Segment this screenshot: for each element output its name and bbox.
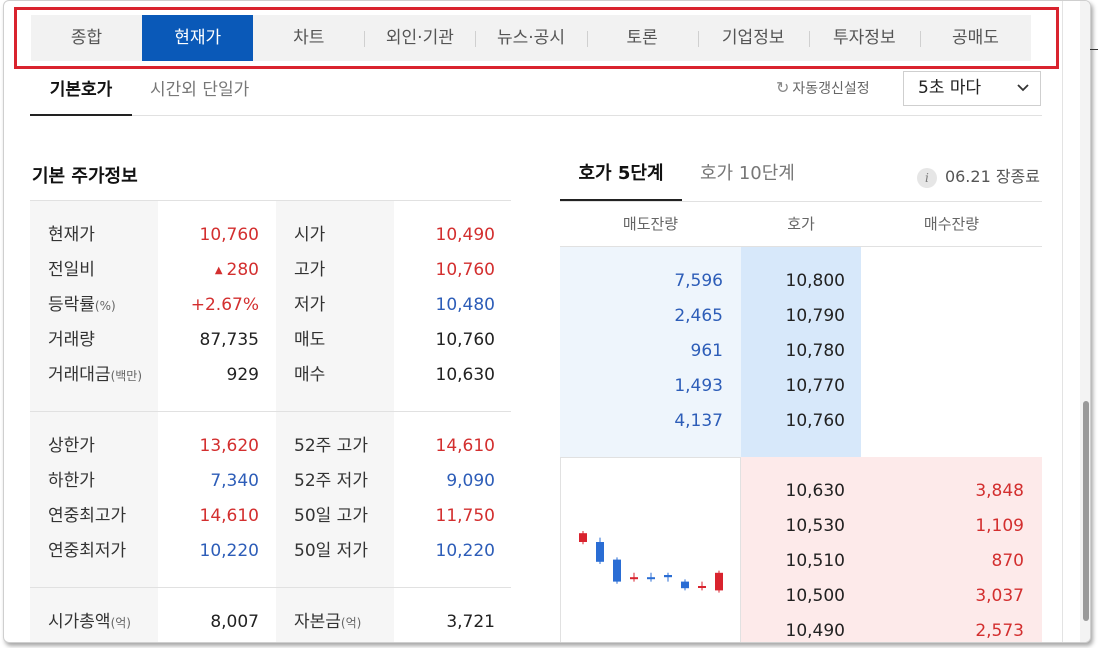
tab-company-info[interactable]: 기업정보 xyxy=(697,15,809,61)
ask-qty: 7,596 xyxy=(674,271,723,291)
tab-orderbook-10[interactable]: 호가 10단계 xyxy=(700,163,795,184)
candle-body xyxy=(579,533,587,542)
auto-refresh-label: 자동갱신설정 xyxy=(792,81,870,97)
bid-price[interactable]: 10,490 xyxy=(785,621,845,641)
bid-qty-column xyxy=(861,457,1042,642)
candle-body xyxy=(698,586,706,588)
bid-qty: 1,109 xyxy=(975,516,1024,536)
divider xyxy=(30,200,511,201)
header-price: 호가 xyxy=(787,215,815,233)
ask-qty: 1,493 xyxy=(674,376,723,396)
tab-discussion[interactable]: 토론 xyxy=(586,15,698,61)
tab-short-selling[interactable]: 공매도 xyxy=(919,15,1031,61)
top-nav: 종합 현재가 차트 외인·기관 뉴스·공시 토론 기업정보 투자정보 공매도 xyxy=(31,15,1031,61)
header-buy-qty: 매수잔량 xyxy=(923,215,980,233)
table-row: 거래량 87,735 매도 10,760 xyxy=(48,330,495,350)
ask-qty-column xyxy=(560,247,741,457)
section-title: 기본 주가정보 xyxy=(32,166,138,187)
bid-price-column xyxy=(741,457,861,642)
orderbook-header: 매도잔량 호가 매수잔량 xyxy=(560,201,1042,247)
scrollbar[interactable] xyxy=(1080,1,1090,642)
ask-qty: 961 xyxy=(690,341,723,361)
bid-price[interactable]: 10,530 xyxy=(785,516,845,536)
bid-qty: 870 xyxy=(991,551,1024,571)
orderbook-tabs: 호가 5단계 호가 10단계 i 06.21 장종료 xyxy=(560,151,1042,201)
tab-investment-info[interactable]: 투자정보 xyxy=(808,15,920,61)
scrollbar-thumb[interactable] xyxy=(1083,401,1089,621)
header-sell-qty: 매도잔량 xyxy=(622,215,679,233)
tab-basic-quote[interactable]: 기본호가 xyxy=(30,71,132,116)
bid-price[interactable]: 10,630 xyxy=(785,481,845,501)
ask-qty: 4,137 xyxy=(674,411,723,431)
refresh-icon: ↻ xyxy=(776,78,790,97)
nav-highlight-box: 종합 현재가 차트 외인·기관 뉴스·공시 토론 기업정보 투자정보 공매도 xyxy=(14,7,1059,69)
candle-body xyxy=(596,542,604,562)
refresh-interval-select[interactable]: 5초 마다 xyxy=(903,71,1041,106)
divider xyxy=(1090,49,1098,50)
tab-orderbook-5[interactable]: 호가 5단계 xyxy=(560,151,682,201)
ask-price[interactable]: 10,780 xyxy=(785,341,845,361)
candle-body xyxy=(630,577,638,580)
table-row: 연중최저가 10,220 50일 저가 10,220 xyxy=(48,541,495,561)
tab-foreign-institution[interactable]: 외인·기관 xyxy=(364,15,475,61)
up-arrow-icon: ▲ xyxy=(214,265,223,276)
mini-chart-svg xyxy=(579,531,723,593)
info-icon[interactable]: i xyxy=(916,168,937,188)
table-row: 등락률(%) +2.67% 저가 10,480 xyxy=(48,295,495,315)
mini-candle-chart xyxy=(560,457,741,642)
candle-body xyxy=(715,572,723,591)
divider xyxy=(1062,1,1063,642)
candle-body xyxy=(664,575,672,578)
chevron-down-icon xyxy=(1016,72,1030,118)
bid-qty: 2,573 xyxy=(975,621,1024,641)
table-row: 연중최고가 14,610 50일 고가 11,750 xyxy=(48,506,495,526)
table-row: 시가총액(억) 8,007 자본금(억) 3,721 xyxy=(48,612,495,632)
tab-current-price[interactable]: 현재가 xyxy=(142,15,254,61)
divider xyxy=(30,411,511,412)
tab-overview[interactable]: 종합 xyxy=(70,28,103,48)
sub-tabs: 기본호가 시간외 단일가 ↻ 자동갱신설정 5초 마다 xyxy=(30,71,1042,116)
table-row: 현재가 10,760 시가 10,490 xyxy=(48,225,495,245)
table-row: 전일비 ▲ 280 고가 10,760 xyxy=(48,260,495,280)
auto-refresh-setting[interactable]: ↻ 자동갱신설정 xyxy=(776,78,870,98)
bid-price[interactable]: 10,510 xyxy=(785,551,845,571)
candle-body xyxy=(613,559,621,582)
ask-price[interactable]: 10,800 xyxy=(785,271,845,291)
tab-chart[interactable]: 차트 xyxy=(293,28,325,48)
divider xyxy=(30,587,511,588)
ask-price[interactable]: 10,770 xyxy=(785,376,845,396)
tab-news-disclosure[interactable]: 뉴스·공시 xyxy=(475,15,586,61)
table-row: 상한가 13,620 52주 고가 14,610 xyxy=(48,436,495,456)
bid-qty: 3,848 xyxy=(975,481,1024,501)
tab-after-hours[interactable]: 시간외 단일가 xyxy=(150,80,250,100)
candle-body xyxy=(647,577,655,580)
ask-price[interactable]: 10,790 xyxy=(785,306,845,326)
window-frame: 종합 현재가 차트 외인·기관 뉴스·공시 토론 기업정보 투자정보 공매도 기… xyxy=(3,0,1091,643)
stock-info-table: 현재가 10,760 시가 10,490 전일비 ▲ 280 고가 10,760 … xyxy=(30,201,511,642)
bid-qty: 3,037 xyxy=(975,586,1024,606)
table-row: 거래대금(백만) 929 매수 10,630 xyxy=(48,365,495,385)
ask-price-column xyxy=(741,247,861,457)
candle-body xyxy=(681,581,689,589)
market-status: i 06.21 장종료 xyxy=(916,163,1040,188)
ask-price[interactable]: 10,760 xyxy=(785,411,845,431)
refresh-interval-value: 5초 마다 xyxy=(918,78,982,98)
table-row: 하한가 7,340 52주 저가 9,090 xyxy=(48,471,495,491)
ask-qty: 2,465 xyxy=(674,306,723,326)
bid-price[interactable]: 10,500 xyxy=(785,586,845,606)
